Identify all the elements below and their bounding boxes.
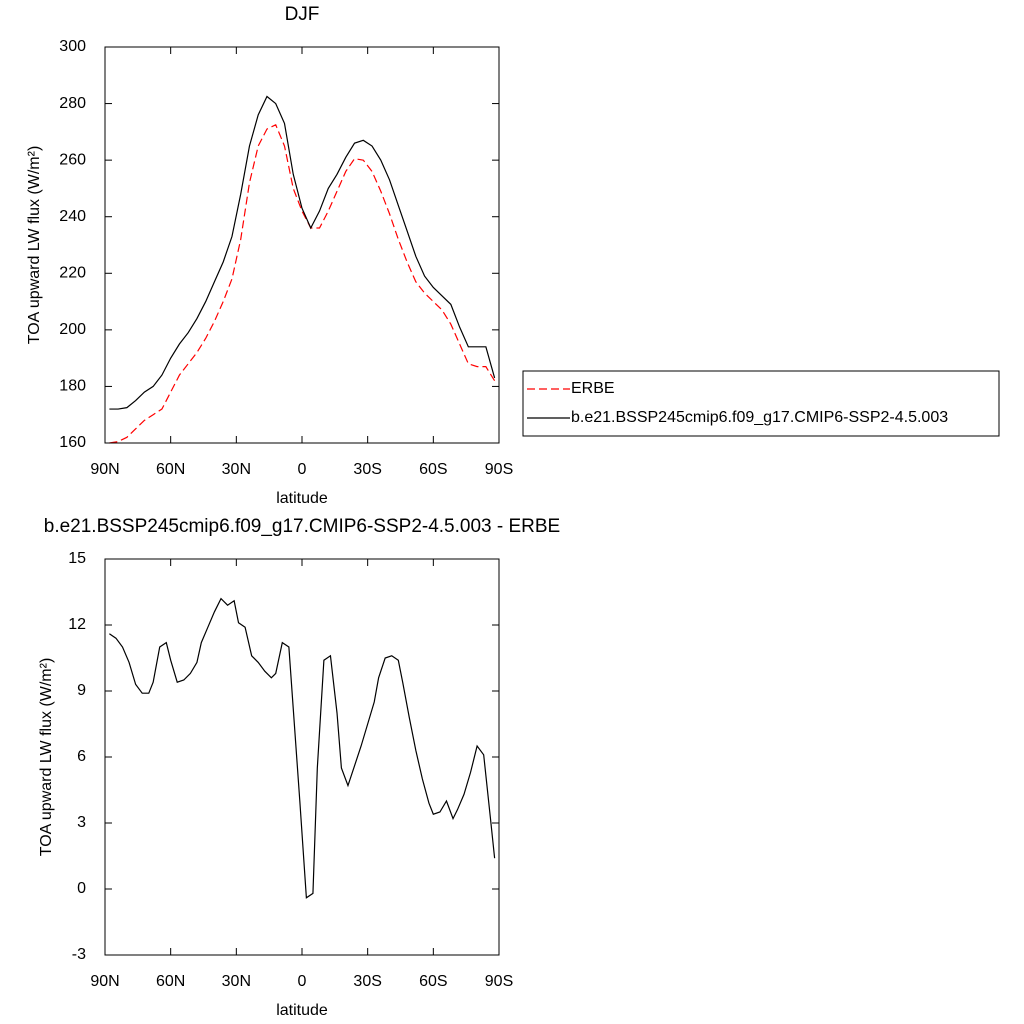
plot-frame: [104, 46, 500, 444]
x-tick-label: 90S: [485, 461, 513, 478]
y-tick-label: 3: [77, 814, 86, 831]
x-axis-label: latitude: [276, 1002, 328, 1019]
y-tick-label: 15: [68, 550, 86, 567]
x-tick-label: 30S: [353, 973, 381, 990]
x-tick-label: 0: [298, 461, 307, 478]
plot-frame: [104, 558, 500, 956]
x-tick-label: 0: [298, 973, 307, 990]
x-tick-label: 30S: [353, 461, 381, 478]
x-tick-label: 60S: [419, 461, 447, 478]
y-tick-label: 220: [59, 265, 86, 282]
x-tick-label: 60N: [156, 973, 185, 990]
series-line: [109, 597, 496, 899]
chart-title: DJF: [285, 4, 320, 25]
y-tick-label: 300: [59, 38, 86, 55]
chart-title: b.e21.BSSP245cmip6.f09_g17.CMIP6-SSP2-4.…: [44, 516, 560, 537]
x-tick-label: 30N: [222, 461, 251, 478]
y-tick-label: 9: [77, 682, 86, 699]
y-axis-label: TOA upward LW flux (W/m²): [26, 146, 43, 345]
x-tick-label: 90N: [90, 461, 119, 478]
x-tick-label: 60N: [156, 461, 185, 478]
x-tick-label: 90S: [485, 973, 513, 990]
y-tick-label: 240: [59, 208, 86, 225]
legend-label: ERBE: [571, 380, 615, 397]
x-tick-label: 30N: [222, 973, 251, 990]
x-axis-label: latitude: [276, 490, 328, 507]
y-tick-label: 6: [77, 748, 86, 765]
y-axis-label: TOA upward LW flux (W/m²): [38, 658, 55, 857]
y-tick-label: -3: [72, 946, 86, 963]
series-line: [109, 123, 496, 444]
series-line: [109, 95, 496, 410]
y-tick-label: 260: [59, 151, 86, 168]
legend-box: [522, 370, 1000, 437]
y-tick-label: 160: [59, 434, 86, 451]
x-tick-label: 90N: [90, 973, 119, 990]
y-tick-label: 280: [59, 95, 86, 112]
y-tick-label: 180: [59, 378, 86, 395]
x-tick-label: 60S: [419, 973, 447, 990]
legend-label: b.e21.BSSP245cmip6.f09_g17.CMIP6-SSP2-4.…: [571, 409, 948, 426]
y-tick-label: 12: [68, 616, 86, 633]
y-tick-label: 0: [77, 880, 86, 897]
y-tick-label: 200: [59, 321, 86, 338]
